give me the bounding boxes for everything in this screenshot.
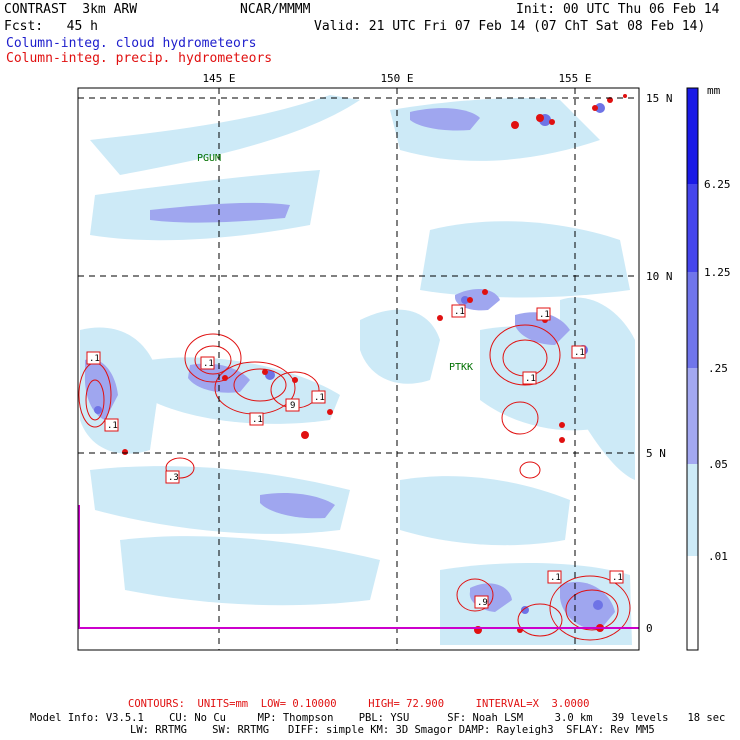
map-frame — [77, 87, 640, 651]
svg-text:.1: .1 — [612, 573, 623, 583]
lon-label-155: 155 E — [558, 72, 591, 85]
contour-label: .1 — [104, 418, 119, 432]
colorbar-level: 1.25 — [704, 266, 731, 279]
svg-text:.1: .1 — [574, 348, 585, 358]
contour-label: .9 — [474, 595, 489, 609]
colorbar-segment — [687, 88, 698, 184]
contour-label: .1 — [249, 412, 264, 426]
colorbar-frame — [686, 87, 699, 651]
svg-text:.9: .9 — [477, 598, 488, 608]
center-label: NCAR/MMMM — [240, 2, 311, 17]
model-title: CONTRAST 3km ARW — [4, 2, 138, 17]
colorbar-unit: mm — [707, 84, 721, 97]
svg-text:.1: .1 — [454, 307, 465, 317]
init-time: Init: 00 UTC Thu 06 Feb 14 — [516, 2, 720, 17]
lon-label-150: 150 E — [380, 72, 413, 85]
svg-text:.1: .1 — [314, 393, 325, 403]
lat-lon-grid — [78, 88, 639, 650]
contour-label: .1 — [547, 570, 562, 584]
svg-text:.1: .1 — [107, 421, 118, 431]
svg-text:.1: .1 — [550, 573, 561, 583]
lat-label-15: 15 N — [646, 92, 673, 105]
forecast-hour: Fcst: 45 h — [4, 19, 98, 34]
colorbar-segment — [687, 272, 698, 368]
contour-label: .1 — [522, 371, 537, 385]
valid-time: Valid: 21 UTC Fri 07 Feb 14 (07 ChT Sat … — [314, 19, 706, 34]
contour-label-boxes: .1 .1 .1 .1 9 .1 .3 .1 .1 .1 .1 .9 .1 .1 — [86, 304, 624, 609]
svg-text:.1: .1 — [89, 354, 100, 364]
station-label-ptkk: PTKK — [449, 362, 473, 373]
station-label-pgum: PGUM — [197, 153, 221, 164]
colorbar-level: .25 — [708, 362, 728, 375]
contour-label: .1 — [609, 570, 624, 584]
colorbar-segment — [687, 368, 698, 464]
model-info-line2: LW: RRTMG SW: RRTMG DIFF: simple KM: 3D … — [130, 724, 655, 736]
contour-label: .3 — [165, 470, 180, 484]
colorbar: mm 6.25 1.25 .25 .05 .01 — [686, 84, 731, 651]
lat-label-10: 10 N — [646, 270, 673, 283]
contour-label: .1 — [311, 390, 326, 404]
svg-text:.3: .3 — [168, 473, 179, 483]
field-cloud-label: Column-integ. cloud hydrometeors — [6, 36, 257, 51]
precip-contours — [78, 324, 631, 641]
contour-label: .1 — [200, 356, 215, 370]
colorbar-segment — [687, 464, 698, 556]
field-precip-label: Column-integ. precip. hydrometeors — [6, 51, 273, 66]
colorbar-segment — [687, 184, 698, 272]
svg-text:.1: .1 — [525, 374, 536, 384]
contour-label: .1 — [536, 307, 551, 321]
contour-label: .1 — [86, 351, 101, 365]
colorbar-segment — [687, 556, 698, 650]
contour-label: .1 — [571, 345, 586, 359]
lat-label-5: 5 N — [646, 447, 666, 460]
svg-text:.1: .1 — [252, 415, 263, 425]
colorbar-level: 6.25 — [704, 178, 731, 191]
contour-label: .1 — [451, 304, 466, 318]
contours-info: CONTOURS: UNITS=mm LOW= 0.10000 HIGH= 72… — [128, 698, 590, 710]
svg-text:.1: .1 — [539, 310, 550, 320]
contour-label: 9 — [285, 398, 300, 412]
equator-line — [78, 505, 639, 629]
lon-label-145: 145 E — [202, 72, 235, 85]
colorbar-level: .01 — [708, 550, 728, 563]
model-info-line1: Model Info: V3.5.1 CU: No Cu MP: Thompso… — [30, 712, 726, 724]
colorbar-level: .05 — [708, 458, 728, 471]
lat-label-0: 0 — [646, 622, 653, 635]
svg-text:.1: .1 — [203, 359, 214, 369]
svg-text:9: 9 — [290, 401, 295, 411]
